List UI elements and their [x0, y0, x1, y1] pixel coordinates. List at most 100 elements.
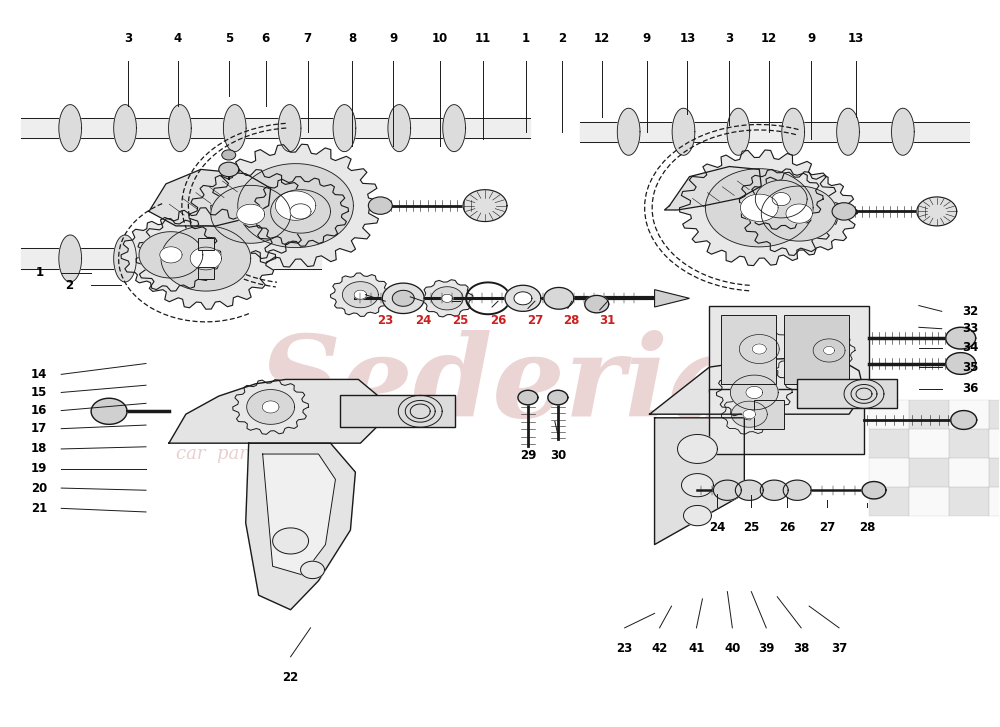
Text: 28: 28 — [564, 314, 580, 327]
Text: 21: 21 — [31, 502, 47, 515]
Text: 33: 33 — [962, 322, 978, 335]
Text: 23: 23 — [617, 643, 633, 655]
Text: 22: 22 — [282, 671, 299, 684]
Polygon shape — [892, 108, 914, 156]
Polygon shape — [121, 219, 221, 291]
Polygon shape — [739, 169, 823, 229]
Text: 3: 3 — [124, 32, 132, 45]
Bar — [909, 400, 949, 429]
Polygon shape — [824, 346, 835, 355]
Text: 11: 11 — [475, 32, 491, 45]
Polygon shape — [330, 273, 390, 316]
Bar — [989, 429, 1000, 458]
Text: 40: 40 — [724, 643, 741, 655]
Text: 25: 25 — [743, 521, 759, 534]
Text: 14: 14 — [31, 368, 47, 381]
Text: 20: 20 — [31, 481, 47, 494]
Polygon shape — [803, 332, 855, 369]
Polygon shape — [813, 339, 845, 362]
Polygon shape — [761, 186, 837, 241]
Polygon shape — [672, 108, 695, 156]
Circle shape — [219, 162, 239, 177]
Text: 7: 7 — [303, 32, 312, 45]
Polygon shape — [301, 561, 324, 579]
Polygon shape — [262, 401, 279, 413]
Polygon shape — [837, 108, 859, 156]
Polygon shape — [617, 108, 640, 156]
Polygon shape — [382, 283, 424, 313]
Polygon shape — [136, 208, 276, 309]
Polygon shape — [743, 409, 756, 419]
Bar — [949, 429, 989, 458]
Bar — [797, 379, 897, 409]
Text: 12: 12 — [594, 32, 610, 45]
Polygon shape — [680, 150, 839, 265]
Text: 34: 34 — [962, 341, 978, 354]
Text: 18: 18 — [31, 443, 47, 455]
Text: 30: 30 — [550, 449, 566, 462]
Text: 2: 2 — [65, 278, 73, 292]
Polygon shape — [333, 105, 356, 152]
Bar — [709, 305, 869, 393]
Polygon shape — [783, 480, 811, 500]
Bar — [949, 400, 989, 429]
Polygon shape — [735, 480, 763, 500]
Polygon shape — [585, 295, 609, 313]
Polygon shape — [91, 398, 127, 425]
Text: 13: 13 — [679, 32, 696, 45]
Polygon shape — [342, 281, 378, 308]
Bar — [869, 429, 909, 458]
Text: 38: 38 — [793, 643, 809, 655]
Text: 1: 1 — [522, 32, 530, 45]
Polygon shape — [741, 172, 857, 255]
Polygon shape — [684, 505, 711, 526]
Text: 24: 24 — [709, 521, 726, 534]
Polygon shape — [786, 204, 812, 223]
Bar — [198, 268, 214, 278]
Polygon shape — [233, 379, 309, 434]
Polygon shape — [271, 190, 330, 233]
Polygon shape — [716, 365, 792, 419]
Text: 37: 37 — [831, 643, 847, 655]
Polygon shape — [544, 287, 574, 309]
Bar — [949, 458, 989, 486]
Polygon shape — [740, 194, 778, 222]
Polygon shape — [421, 280, 473, 317]
Polygon shape — [721, 394, 777, 434]
Polygon shape — [388, 105, 411, 152]
Text: 26: 26 — [490, 314, 506, 327]
Polygon shape — [273, 528, 309, 554]
Text: 32: 32 — [962, 305, 978, 318]
Polygon shape — [443, 105, 465, 152]
Text: 12: 12 — [761, 32, 777, 45]
Text: 5: 5 — [225, 32, 233, 45]
Polygon shape — [149, 169, 271, 226]
Polygon shape — [655, 418, 744, 545]
Polygon shape — [211, 144, 380, 267]
Text: 35: 35 — [962, 361, 978, 374]
Polygon shape — [946, 327, 976, 349]
Bar — [198, 238, 214, 250]
Polygon shape — [253, 177, 348, 246]
Text: 6: 6 — [262, 32, 270, 45]
Polygon shape — [238, 164, 353, 248]
Circle shape — [222, 150, 236, 160]
Polygon shape — [169, 235, 191, 282]
Text: 1: 1 — [35, 267, 43, 279]
Polygon shape — [682, 473, 713, 497]
Polygon shape — [678, 435, 717, 463]
Text: 9: 9 — [389, 32, 397, 45]
Circle shape — [368, 197, 392, 214]
Text: 42: 42 — [651, 643, 668, 655]
Polygon shape — [917, 197, 957, 226]
Polygon shape — [746, 386, 763, 398]
Bar — [869, 400, 909, 429]
Polygon shape — [655, 289, 689, 307]
Polygon shape — [189, 169, 313, 259]
Text: 13: 13 — [848, 32, 864, 45]
Text: 27: 27 — [819, 521, 835, 534]
Polygon shape — [211, 185, 291, 244]
Polygon shape — [772, 193, 790, 206]
Text: 27: 27 — [527, 314, 543, 327]
Polygon shape — [752, 344, 766, 354]
